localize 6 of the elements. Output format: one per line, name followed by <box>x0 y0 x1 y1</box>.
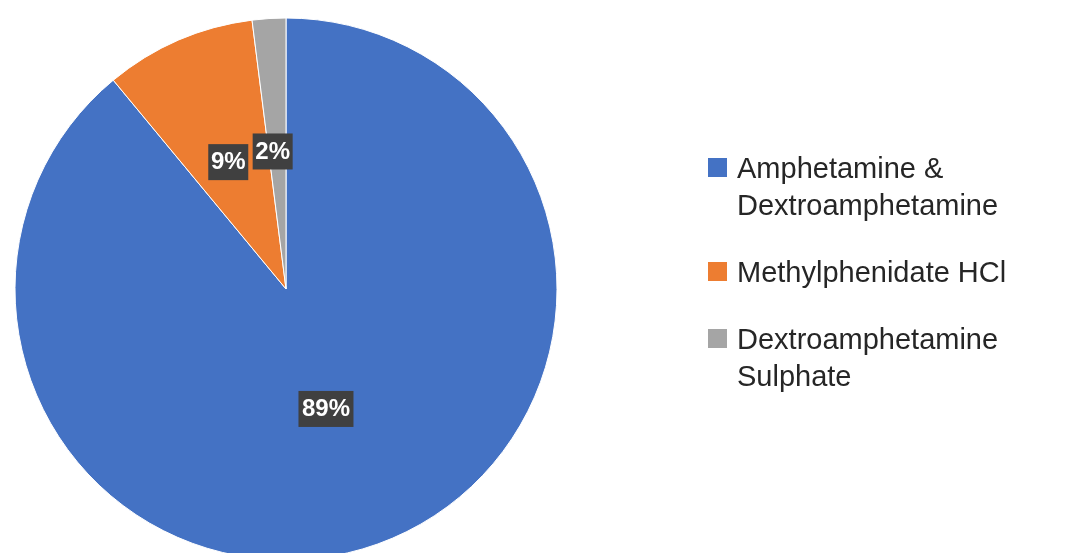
legend-label: Amphetamine & Dextroamphetamine <box>737 151 1000 223</box>
data-label: 89% <box>301 394 350 422</box>
data-label: 2% <box>255 136 291 164</box>
legend-label: Methylphenidate HCl <box>737 255 1007 290</box>
data-label: 9% <box>210 147 246 175</box>
legend-label: Dextroamphetamine Sulphate <box>737 322 1000 394</box>
